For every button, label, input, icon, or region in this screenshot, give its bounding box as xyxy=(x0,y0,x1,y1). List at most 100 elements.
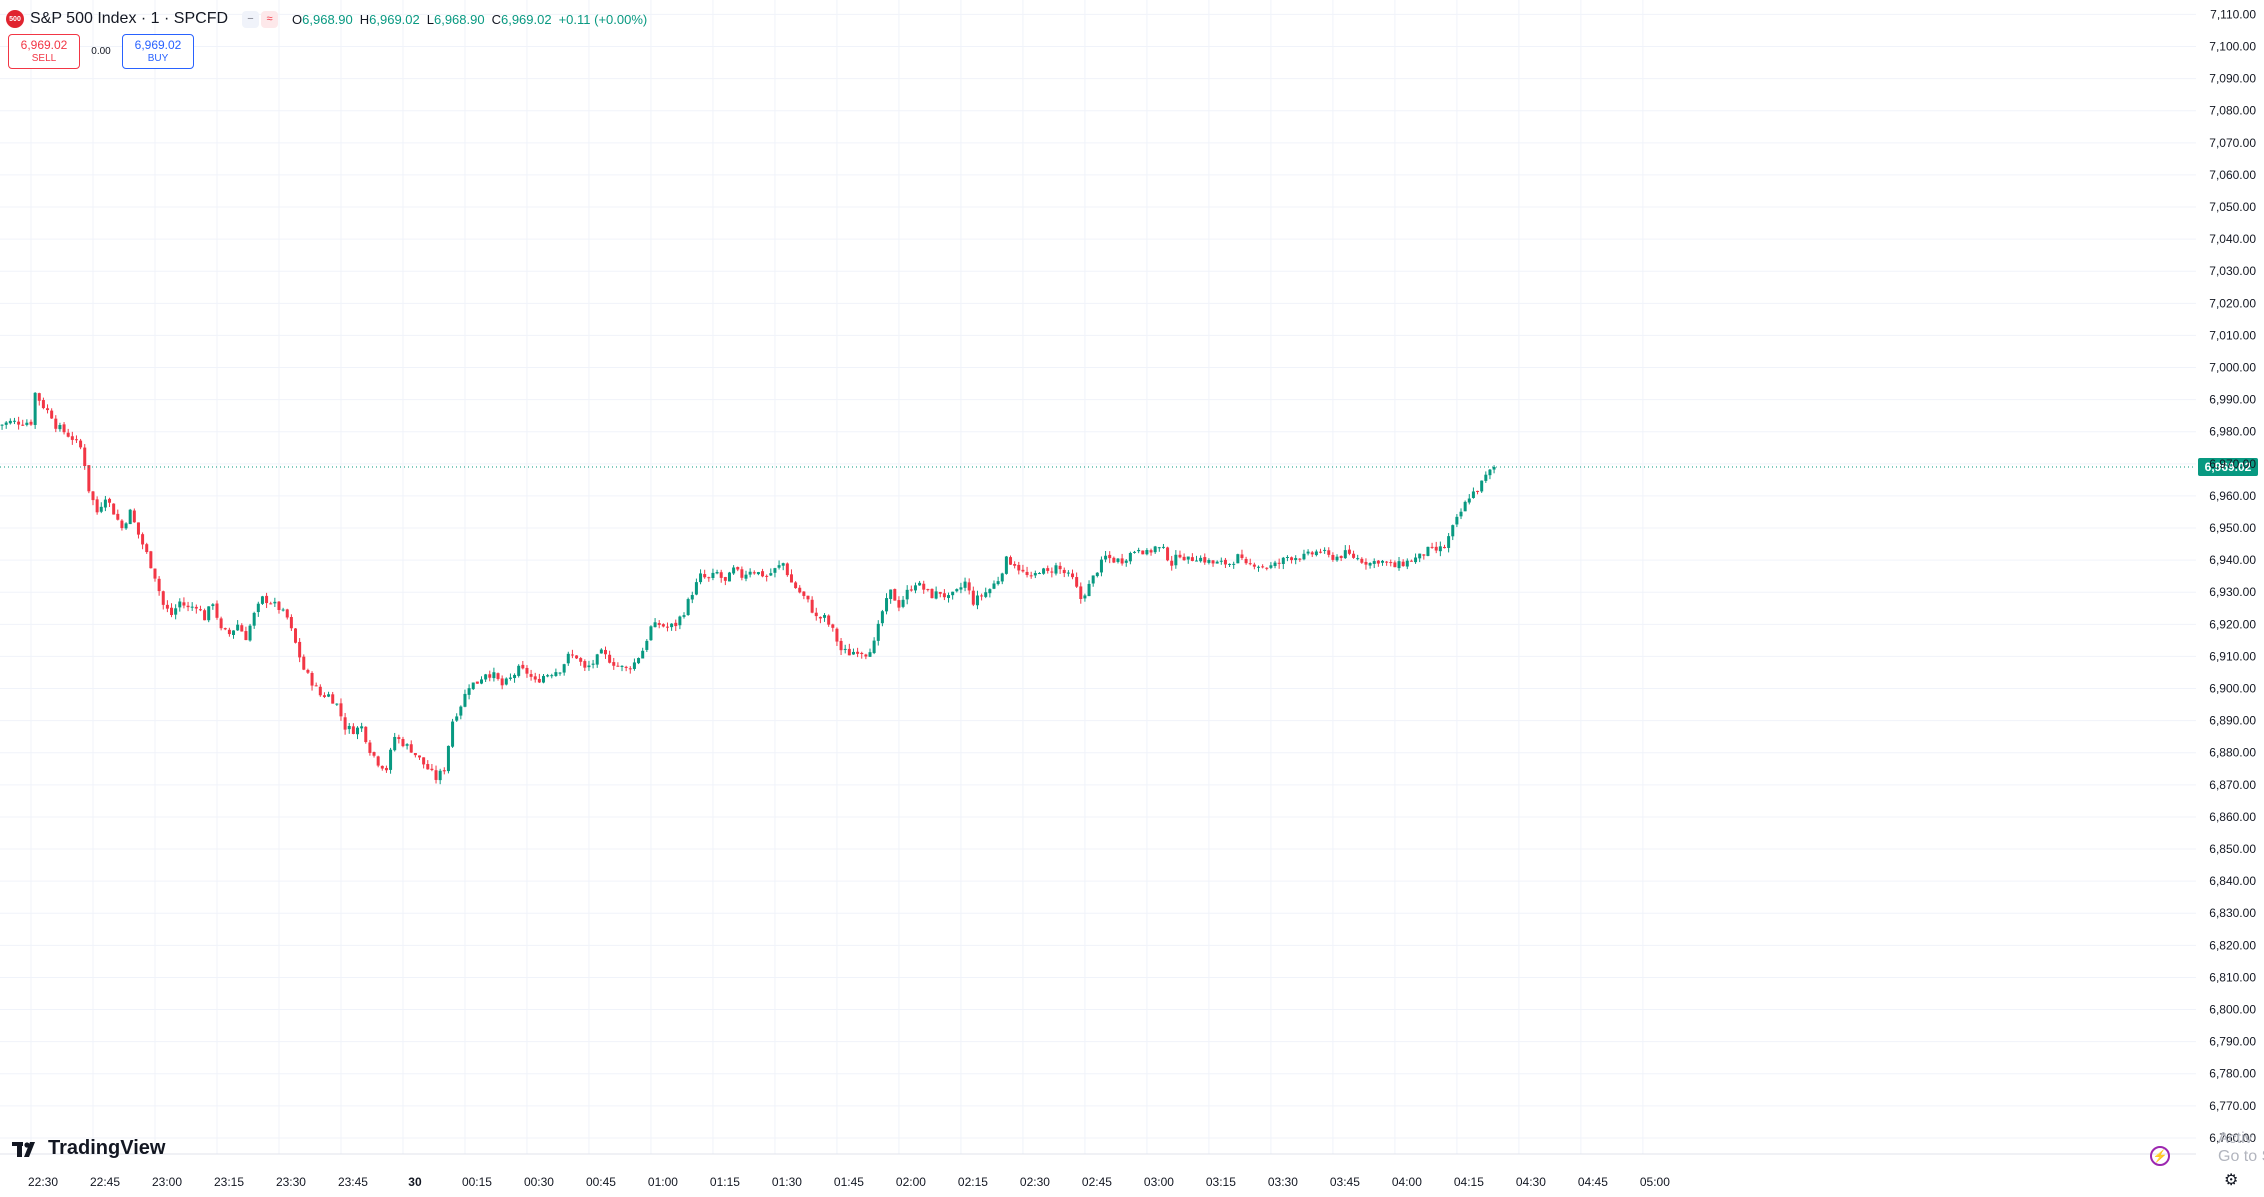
candle-body xyxy=(1157,547,1161,549)
candle-body xyxy=(765,575,769,577)
candle-body xyxy=(50,410,54,419)
price-tick-label: 7,040.00 xyxy=(2209,232,2256,246)
candle-body xyxy=(182,602,186,606)
time-tick-label: 02:45 xyxy=(1082,1175,1112,1189)
price-tick-label: 6,890.00 xyxy=(2209,714,2256,728)
candle-body xyxy=(521,664,525,669)
candle-body xyxy=(1195,560,1199,562)
symbol-title[interactable]: S&P 500 Index · 1 · SPCFD xyxy=(30,10,229,27)
candle-body xyxy=(1029,575,1033,577)
candle-body xyxy=(1401,561,1405,567)
candle-body xyxy=(711,572,715,579)
lightning-icon[interactable]: ⚡ xyxy=(2150,1146,2170,1166)
price-tick-label: 6,830.00 xyxy=(2209,906,2256,920)
candle-body xyxy=(955,589,959,592)
candle-body xyxy=(880,611,884,624)
candle-body xyxy=(289,617,293,629)
candle-body xyxy=(1124,560,1128,563)
candle-body xyxy=(103,499,107,508)
time-axis[interactable]: 22:30 22:45 23:00 23:15 23:30 23:45 30 00:15 00:… xyxy=(28,1175,1670,1189)
candle-body xyxy=(843,648,847,650)
candle-body xyxy=(513,674,517,679)
candle-body xyxy=(25,422,29,425)
approx-icon[interactable]: ≈ xyxy=(261,10,279,28)
candle-body xyxy=(980,595,984,597)
candle-body xyxy=(599,649,603,654)
candle-body xyxy=(335,703,339,705)
candle-body xyxy=(66,432,70,437)
candle-body xyxy=(41,400,45,409)
candle-body xyxy=(756,572,760,575)
candle-body xyxy=(736,567,740,570)
price-tick-label: 6,800.00 xyxy=(2209,1003,2256,1017)
candle-body xyxy=(459,706,463,716)
time-tick-label: 23:30 xyxy=(276,1175,306,1189)
candle-body xyxy=(227,629,231,635)
candle-body xyxy=(608,654,612,663)
candle-body xyxy=(1161,546,1165,548)
candle-body xyxy=(1438,546,1442,552)
candle-body xyxy=(1219,560,1223,562)
candle-body xyxy=(827,615,831,625)
candle-body xyxy=(298,641,302,658)
candle-body xyxy=(1095,572,1099,577)
minus-icon[interactable]: − xyxy=(242,10,260,28)
candle-body xyxy=(975,595,979,606)
tradingview-logo[interactable]: TradingView xyxy=(12,1137,165,1160)
candle-body xyxy=(814,612,818,617)
candle-body xyxy=(418,755,422,758)
candle-body xyxy=(479,679,483,684)
candle-body xyxy=(537,678,541,683)
candle-body xyxy=(1054,565,1058,574)
candle-body xyxy=(1046,568,1050,571)
price-axis[interactable]: 7,110.00 7,100.00 7,090.00 7,080.00 7,070.00… xyxy=(2209,7,2256,1145)
candle-body xyxy=(1215,561,1219,564)
candle-body xyxy=(984,592,988,597)
price-tick-label: 7,080.00 xyxy=(2209,104,2256,118)
candle-body xyxy=(1426,546,1430,556)
time-tick-label: 02:30 xyxy=(1020,1175,1050,1189)
price-tick-label: 7,020.00 xyxy=(2209,296,2256,310)
candle-body xyxy=(1306,551,1310,554)
candle-body xyxy=(339,703,343,717)
candle-body xyxy=(1087,583,1091,597)
price-tick-label: 6,760.00 xyxy=(2209,1131,2256,1145)
candle-body xyxy=(1252,564,1256,567)
candle-body xyxy=(967,582,971,591)
candle-body xyxy=(302,656,306,670)
buy-button[interactable]: 6,969.02 BUY xyxy=(122,34,194,69)
candle-body xyxy=(128,509,132,525)
candle-body xyxy=(124,523,128,529)
candle-body xyxy=(1480,480,1484,492)
candle-body xyxy=(1265,567,1269,569)
candle-body xyxy=(942,593,946,598)
time-tick-label: 01:30 xyxy=(772,1175,802,1189)
candle-body xyxy=(442,770,446,772)
candle-body xyxy=(161,591,165,605)
candle-body xyxy=(653,622,657,628)
candle-body xyxy=(785,563,789,576)
candle-body xyxy=(1459,511,1463,517)
candle-body xyxy=(1385,561,1389,563)
candle-body xyxy=(546,675,550,677)
candle-body xyxy=(1418,553,1422,559)
last-price-badge[interactable] xyxy=(2198,457,2258,476)
candle-body xyxy=(360,726,364,729)
time-tick-label: 04:00 xyxy=(1392,1175,1422,1189)
candle-body xyxy=(260,596,264,604)
candle-body xyxy=(116,513,120,520)
gear-icon[interactable]: ⚙ xyxy=(2224,1172,2239,1189)
time-tick-label: 23:15 xyxy=(214,1175,244,1189)
sp500-logo-icon: 500 xyxy=(6,10,24,28)
sell-button[interactable]: 6,969.02 SELL xyxy=(8,34,80,69)
candle-body xyxy=(1116,558,1120,562)
candle-body xyxy=(682,615,686,617)
candle-body xyxy=(265,595,269,604)
candle-body xyxy=(33,392,37,425)
candle-body xyxy=(54,418,58,429)
candle-body xyxy=(343,717,347,730)
candle-body xyxy=(294,628,298,643)
candle-body xyxy=(1236,554,1240,564)
ohlc-value: +0.11 (+0.00%) xyxy=(558,11,648,27)
